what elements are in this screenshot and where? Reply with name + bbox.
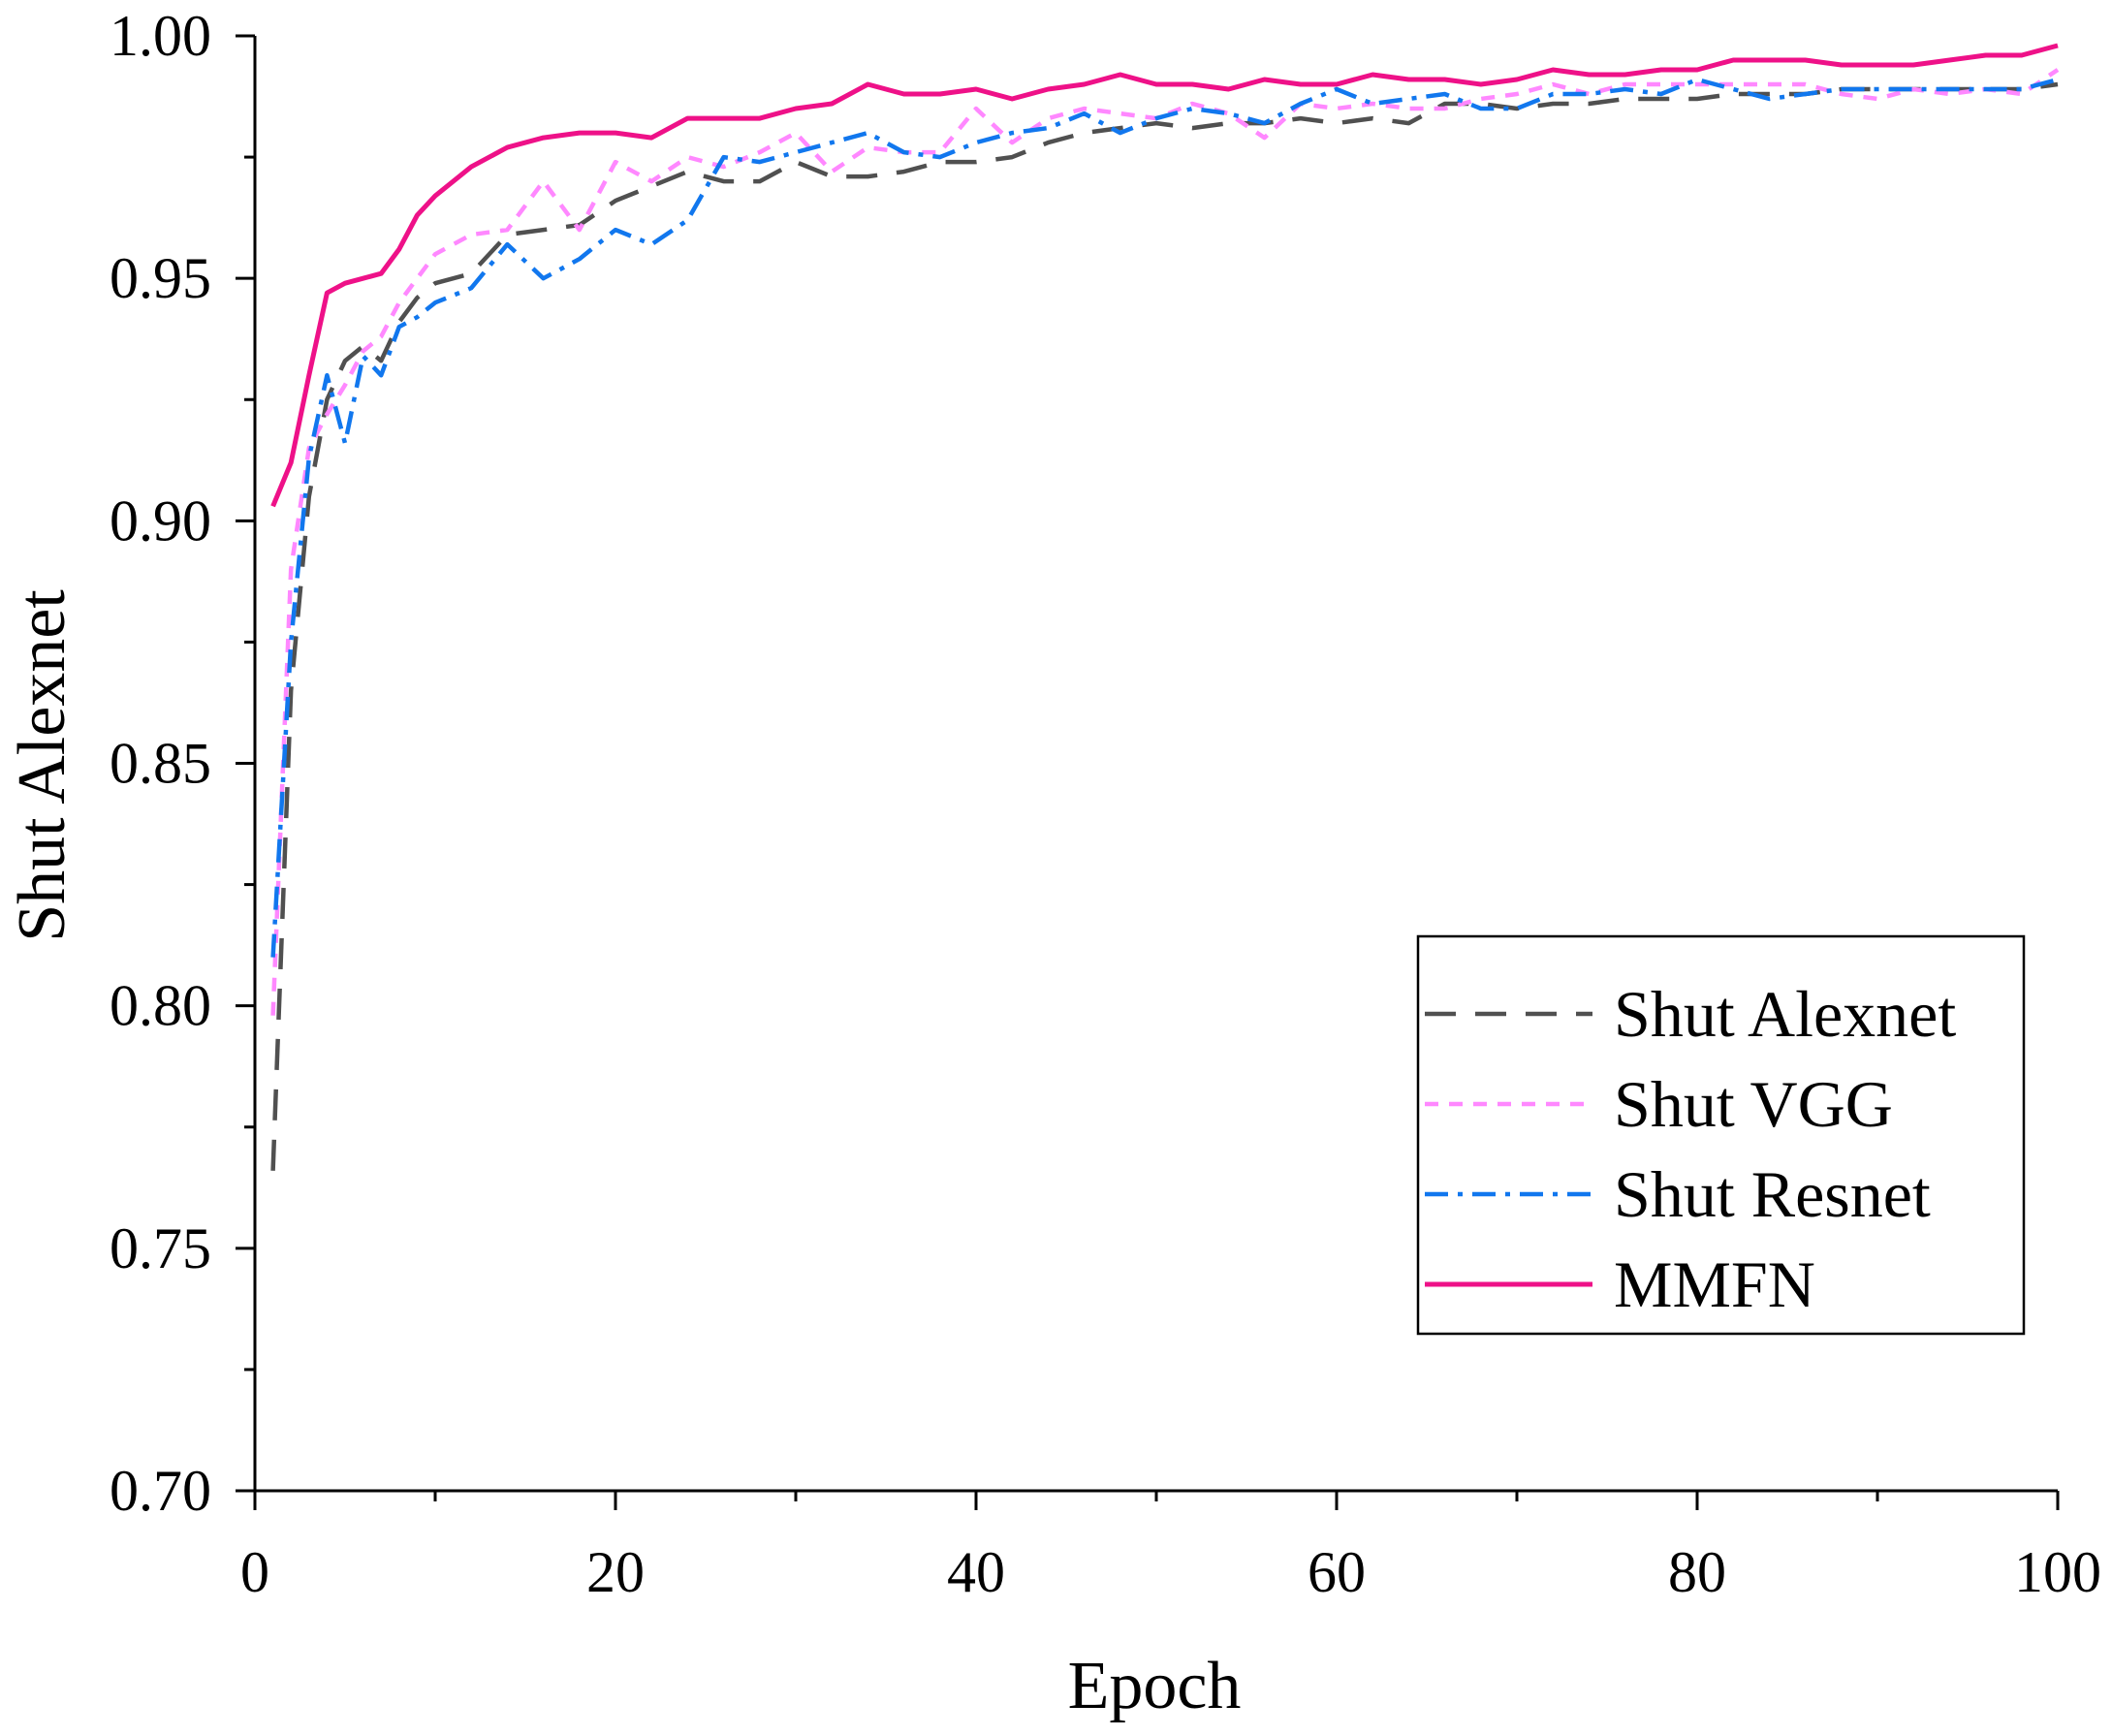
legend-box	[1416, 934, 2026, 1336]
axes: 0 20 40 60 80 100 0.70 0.75 0.80 0.85 0.90 0.95 1.00	[110, 4, 2101, 1604]
y-tick-label: 0.75	[110, 1216, 211, 1280]
plot-lines	[270, 43, 2060, 1171]
x-tick-label: 0	[240, 1540, 269, 1604]
legend-label: Shut Alexnet	[1614, 977, 1956, 1051]
y-tick-label: 0.90	[110, 489, 211, 552]
x-axis-label: Epoch	[1068, 1649, 1242, 1723]
x-tick-label: 80	[1668, 1540, 1726, 1604]
x-tick-label: 40	[947, 1540, 1005, 1604]
legend-label: MMFN	[1614, 1247, 1815, 1321]
y-tick-label: 0.80	[110, 974, 211, 1038]
x-tick-label: 60	[1308, 1540, 1366, 1604]
y-tick-label: 1.00	[110, 4, 211, 68]
y-tick-label: 0.70	[110, 1459, 211, 1523]
legend-label: Shut Resnet	[1614, 1157, 1931, 1231]
y-tick-label: 0.95	[110, 246, 211, 310]
x-tick-label: 20	[586, 1540, 645, 1604]
series-line-shut-alexnet	[270, 81, 2059, 1171]
y-axis-label: Shut Alexnet	[5, 589, 79, 942]
legend-label: Shut VGG	[1614, 1067, 1893, 1141]
legend: Shut Alexnet Shut VGG Shut Resnet MMFN	[1416, 934, 2026, 1336]
series-line-shut-vgg	[270, 68, 2060, 1016]
x-tick-label: 100	[2014, 1540, 2101, 1604]
series-line-mmfn	[270, 43, 2059, 508]
y-tick-label: 0.85	[110, 732, 211, 796]
series-line-shut-resnet	[270, 77, 2059, 958]
